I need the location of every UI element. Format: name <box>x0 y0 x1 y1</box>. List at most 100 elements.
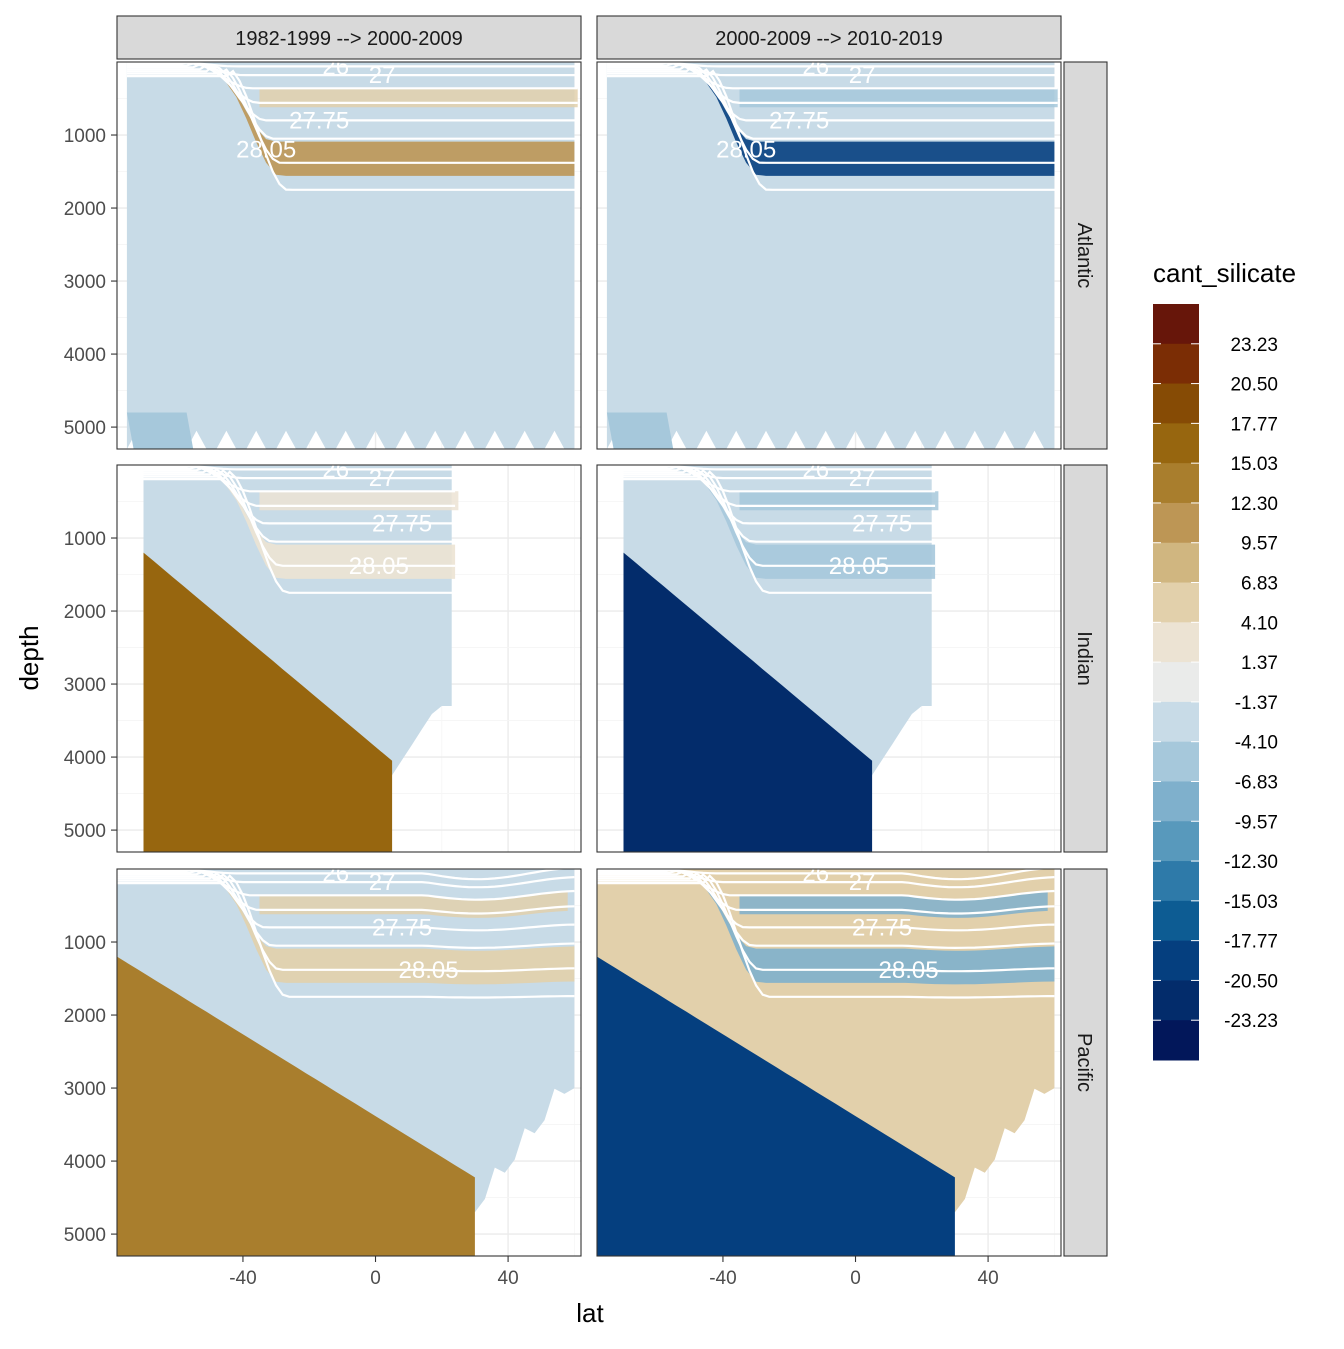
panel-pacific-2: 26 27 27.75 28.05 <box>596 860 1062 1257</box>
x-tick-label: -40 <box>229 1268 256 1289</box>
isopycnal-line <box>143 465 456 493</box>
legend-swatch <box>1153 502 1199 544</box>
isopycnal-line <box>126 64 578 140</box>
isopycnal-label: 28.05 <box>879 957 939 984</box>
y-tick-label: 4000 <box>64 748 106 769</box>
isopycnal-label: 28.05 <box>349 553 409 580</box>
isopycnal-line <box>597 870 1055 915</box>
isopycnal-label: 26 <box>802 53 829 80</box>
legend-label: -1.37 <box>1235 693 1278 714</box>
y-tick-label: 5000 <box>64 821 106 842</box>
legend-swatch <box>1153 343 1199 385</box>
legend-swatch <box>1153 900 1199 942</box>
isopycnal-label: 27.75 <box>289 107 349 134</box>
isopycnal-label: 27.75 <box>852 914 912 941</box>
facet-strip-label: Atlantic <box>1073 223 1095 289</box>
isopycnal-labels: 26 27 27.75 28.05 <box>802 860 939 984</box>
legend-label: 23.23 <box>1230 335 1278 356</box>
mode-water-anomaly <box>739 88 1058 108</box>
deep-water-anomaly <box>597 956 955 1256</box>
isopycnal-line <box>143 469 456 567</box>
deep-water-anomaly <box>623 552 873 852</box>
x-tick-label: 40 <box>498 1268 519 1289</box>
isopycnal-line <box>143 466 456 507</box>
isopycnal-contours <box>597 869 1055 999</box>
isopycnal-labels: 26 27 27.75 28.05 <box>322 456 432 580</box>
isopycnal-label: 26 <box>322 456 349 483</box>
isopycnal-label: 27.75 <box>852 510 912 537</box>
isopycnal-label: 27.75 <box>769 107 829 134</box>
panels-layer: 26 27 27.75 28.05 26 27 27.75 28.05 26 27 27.75 28.… <box>116 53 1062 1257</box>
isopycnal-line <box>126 68 578 164</box>
isopycnal-label: 27 <box>369 465 396 492</box>
isopycnal-line <box>143 468 456 543</box>
isopycnal-line <box>126 62 578 104</box>
legend-swatch <box>1153 383 1199 424</box>
isopycnal-label: 27 <box>849 869 876 896</box>
y-tick-label: 1000 <box>64 529 106 550</box>
isopycnal-line <box>126 69 578 191</box>
legend-swatch <box>1153 701 1199 743</box>
isopycnal-contours <box>623 465 936 594</box>
section-fill: 26 27 27.75 28.05 <box>126 62 578 449</box>
intermediate-water-anomaly <box>706 480 936 579</box>
panel-border <box>116 61 582 450</box>
legend-label: -12.30 <box>1224 852 1278 873</box>
isopycnal-line <box>117 869 575 901</box>
y-tick-label: 1000 <box>64 933 106 954</box>
mode-water-anomaly <box>739 891 1048 918</box>
isopycnal-line <box>117 874 575 999</box>
isopycnal-label: 28.05 <box>716 137 776 164</box>
y-tick-label: 2000 <box>64 1006 106 1027</box>
legend-swatch <box>1153 622 1199 663</box>
isopycnal-line <box>606 69 1058 191</box>
legend-swatch <box>1153 582 1199 623</box>
isopycnal-label: 27 <box>369 869 396 896</box>
isopycnal-line <box>126 63 578 122</box>
x-tick-label: -40 <box>709 1268 736 1289</box>
isopycnal-label: 27 <box>849 62 876 89</box>
section-fill: 26 27 27.75 28.05 <box>597 860 1055 1256</box>
y-axis-title: depth <box>14 625 44 690</box>
mode-water-anomaly <box>259 491 459 511</box>
isopycnal-labels: 26 27 27.75 28.05 <box>236 62 395 164</box>
facet-strip-row-indian <box>1063 464 1108 853</box>
isopycnal-label: 26 <box>802 860 829 887</box>
legend-swatch <box>1153 980 1199 1021</box>
isopycnal-label: 27.75 <box>372 510 432 537</box>
facet-strip-label: 1982-1999 --> 2000-2009 <box>235 28 462 50</box>
intermediate-water-anomaly <box>706 884 1055 985</box>
isopycnal-line <box>606 68 1058 164</box>
legend-swatch <box>1153 821 1199 862</box>
panel-atlantic-2: 26 27 27.75 28.05 <box>596 53 1062 450</box>
isopycnal-line <box>117 872 575 950</box>
panel-indian-2: 26 27 27.75 28.05 <box>596 456 1062 853</box>
isopycnal-label: 27.75 <box>372 914 432 941</box>
isopycnal-line <box>597 872 1055 950</box>
mode-water-anomaly <box>739 491 939 511</box>
isopycnal-line <box>606 62 1058 104</box>
panel-border <box>596 464 1062 853</box>
section-fill: 26 27 27.75 28.05 <box>143 456 459 852</box>
section-fill: 26 27 27.75 28.05 <box>606 53 1058 449</box>
intermediate-water-anomaly <box>226 480 456 579</box>
legend-swatch <box>1153 741 1199 782</box>
panel-atlantic-1: 26 27 27.75 28.05 <box>116 61 582 450</box>
legend-label: 9.57 <box>1241 534 1278 555</box>
isopycnal-contours <box>126 62 578 191</box>
y-tick-label: 5000 <box>64 418 106 439</box>
isopycnal-labels: 26 27 27.75 28.05 <box>322 860 458 984</box>
legend-swatch <box>1153 304 1199 345</box>
y-tick-label: 3000 <box>64 272 106 293</box>
x-tick-label: 0 <box>850 1268 861 1289</box>
isopycnal-label: 26 <box>802 456 829 483</box>
isopycnal-contours <box>606 62 1058 191</box>
y-tick-label: 2000 <box>64 199 106 220</box>
legend-swatch <box>1153 861 1199 902</box>
strips-layer: 1982-1999 --> 2000-2009 2000-2009 --> 201… <box>116 15 1108 1257</box>
isopycnal-label: 26 <box>322 860 349 887</box>
isopycnal-line <box>606 64 1058 140</box>
isopycnal-labels: 26 27 27.75 28.05 <box>802 456 912 580</box>
legend-swatch <box>1153 463 1199 504</box>
legend-label: 15.03 <box>1230 454 1278 475</box>
